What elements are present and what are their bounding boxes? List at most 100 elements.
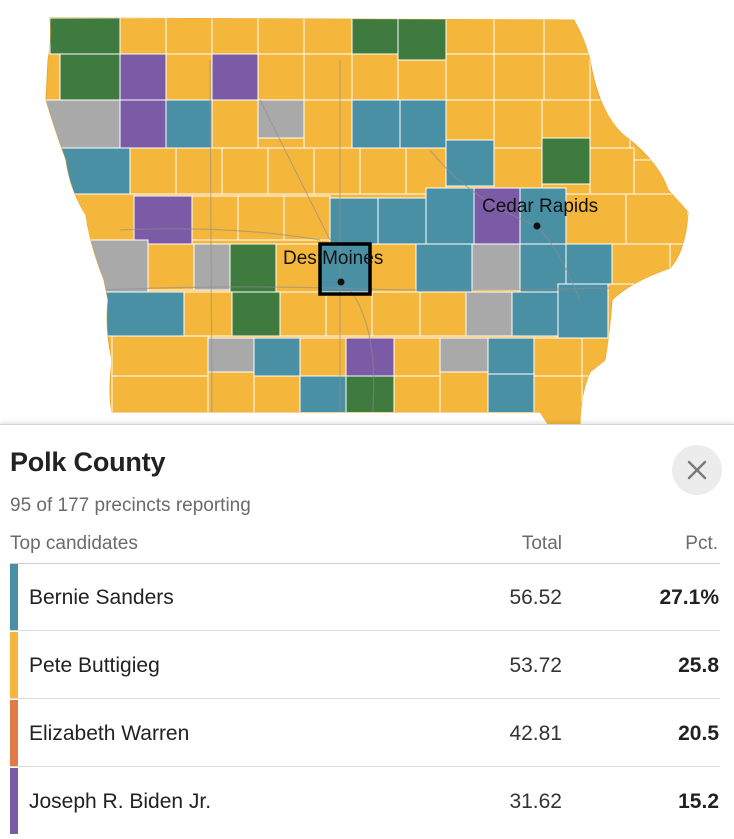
county-shape[interactable] xyxy=(211,53,259,101)
county-shape[interactable] xyxy=(229,243,277,293)
county-shape[interactable] xyxy=(393,337,441,377)
county-shape[interactable] xyxy=(493,53,545,101)
county-shape[interactable] xyxy=(487,337,535,375)
county-shape[interactable] xyxy=(59,53,121,101)
county-shape[interactable] xyxy=(493,18,545,55)
county-shape[interactable] xyxy=(533,337,583,377)
county-shape[interactable] xyxy=(211,99,259,149)
county-shape[interactable] xyxy=(589,147,635,195)
county-shape[interactable] xyxy=(493,99,543,149)
county-shape[interactable] xyxy=(543,53,591,101)
county-shape[interactable] xyxy=(557,283,609,339)
county-shape[interactable] xyxy=(133,195,193,245)
county-shape[interactable] xyxy=(471,243,521,291)
county-shape[interactable] xyxy=(589,99,631,149)
county-shape[interactable] xyxy=(345,337,395,377)
county-shape[interactable] xyxy=(111,375,209,417)
county-shape[interactable] xyxy=(119,99,167,149)
county-shape[interactable] xyxy=(183,291,233,337)
county-shape[interactable] xyxy=(175,147,223,195)
county-shape[interactable] xyxy=(405,147,447,195)
county-shape[interactable] xyxy=(313,147,361,195)
county-shape[interactable] xyxy=(533,375,583,426)
county-shape[interactable] xyxy=(46,99,121,149)
county-shape[interactable] xyxy=(253,337,301,377)
county-shape[interactable] xyxy=(191,195,239,241)
candidate-row: Bernie Sanders 56.52 27.1% xyxy=(10,564,720,631)
county-shape[interactable] xyxy=(69,193,135,241)
county-shape[interactable] xyxy=(257,99,305,139)
county-shape[interactable] xyxy=(397,59,447,101)
county-shape[interactable] xyxy=(425,187,475,245)
county-shape[interactable] xyxy=(211,18,259,55)
county-shape[interactable] xyxy=(351,99,401,149)
county-shape[interactable] xyxy=(253,375,301,417)
county-shape[interactable] xyxy=(511,291,559,337)
county-shape[interactable] xyxy=(111,335,209,377)
county-shape[interactable] xyxy=(207,337,255,373)
county-shape[interactable] xyxy=(147,243,195,291)
county-shape[interactable] xyxy=(493,147,543,189)
county-shape[interactable] xyxy=(193,243,231,291)
county-shape[interactable] xyxy=(541,137,591,185)
county-shape[interactable] xyxy=(325,291,373,337)
county-shape[interactable] xyxy=(369,243,417,293)
county-shape[interactable] xyxy=(371,291,421,337)
county-shape[interactable] xyxy=(581,375,613,426)
county-shape[interactable] xyxy=(345,375,395,417)
county-shape[interactable] xyxy=(49,18,121,55)
iowa-results-map[interactable]: Cedar Rapids Des Moines xyxy=(0,0,734,426)
county-shape[interactable] xyxy=(415,243,473,293)
county-shape[interactable] xyxy=(419,291,467,337)
city-label-cedar-rapids: Cedar Rapids xyxy=(482,196,598,217)
county-shape[interactable] xyxy=(303,53,353,101)
county-shape[interactable] xyxy=(439,337,489,373)
county-shape[interactable] xyxy=(275,243,323,293)
county-shape[interactable] xyxy=(299,375,347,417)
iowa-map-svg[interactable]: Cedar Rapids Des Moines xyxy=(0,0,734,426)
county-shape[interactable] xyxy=(165,18,213,55)
county-shape[interactable] xyxy=(207,371,255,417)
candidate-row: Joseph R. Biden Jr. 31.62 15.2 xyxy=(10,768,720,834)
county-shape[interactable] xyxy=(303,99,353,149)
county-shape[interactable] xyxy=(257,18,305,55)
county-shape[interactable] xyxy=(445,53,495,101)
county-shape[interactable] xyxy=(279,291,327,337)
county-shape[interactable] xyxy=(231,291,281,337)
county-shape[interactable] xyxy=(103,291,185,337)
county-shape[interactable] xyxy=(439,371,489,417)
county-shape[interactable] xyxy=(541,99,591,141)
polk-county-highlight[interactable] xyxy=(318,242,372,296)
county-shape[interactable] xyxy=(445,139,495,187)
county-shape[interactable] xyxy=(487,373,535,417)
county-shape[interactable] xyxy=(221,147,269,195)
county-shape[interactable] xyxy=(397,18,447,61)
county-shape[interactable] xyxy=(565,243,613,285)
county-shape[interactable] xyxy=(611,243,671,285)
county-shape[interactable] xyxy=(399,99,447,149)
county-shape[interactable] xyxy=(445,18,495,55)
county-shape[interactable] xyxy=(59,147,131,195)
county-shape[interactable] xyxy=(465,291,513,337)
county-shape[interactable] xyxy=(303,18,353,55)
county-shape[interactable] xyxy=(257,53,305,101)
county-shape[interactable] xyxy=(519,187,567,245)
county-shape[interactable] xyxy=(351,53,399,101)
county-shape[interactable] xyxy=(377,197,427,245)
county-shape[interactable] xyxy=(283,195,331,241)
county-shape[interactable] xyxy=(359,147,407,195)
county-shape[interactable] xyxy=(351,18,399,55)
county-results-panel: Polk County 95 of 177 precincts reportin… xyxy=(0,424,734,839)
county-shape[interactable] xyxy=(299,337,347,377)
county-shape[interactable] xyxy=(543,18,591,55)
county-shape[interactable] xyxy=(119,53,167,101)
close-button[interactable] xyxy=(672,445,722,495)
county-shape[interactable] xyxy=(165,53,213,101)
county-shape[interactable] xyxy=(267,147,315,195)
county-shape[interactable] xyxy=(237,195,285,241)
county-shape[interactable] xyxy=(393,375,441,417)
county-shape[interactable] xyxy=(165,99,213,149)
county-shape[interactable] xyxy=(129,147,177,195)
county-shape[interactable] xyxy=(119,18,167,55)
county-shape[interactable] xyxy=(329,197,379,245)
